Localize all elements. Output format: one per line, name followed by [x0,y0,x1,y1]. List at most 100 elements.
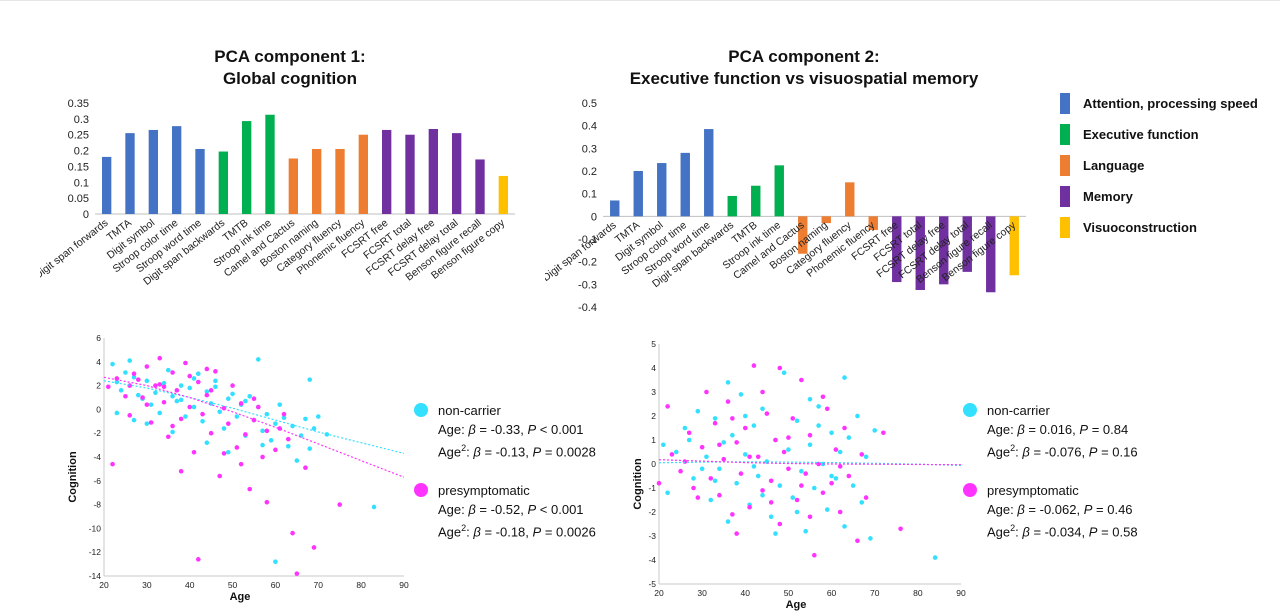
noncarrier-point [303,416,308,422]
presymptomatic-point [898,526,903,532]
y-tick-label: 5 [651,339,656,349]
noncarrier-point [178,383,184,388]
presymptomatic-point [178,416,184,422]
noncarrier-point [114,410,120,416]
stats-pca1-noncarrier-age2: Age2: β = -0.13, P = 0.0028 [438,443,596,460]
presymptomatic-point [208,430,214,436]
presymptomatic-point [243,432,248,437]
pca2-title-line2: Executive function vs visuospatial memor… [629,69,979,88]
presymptomatic-point [829,480,834,486]
y-tick-label: 4 [96,357,101,367]
presymptomatic-point [174,388,180,393]
noncarrier-point [170,394,175,399]
presymptomatic-point [751,363,757,368]
presymptomatic-point [161,384,167,390]
noncarrier-point [837,449,843,455]
presymptomatic-point [221,451,227,456]
noncarrier-point [144,421,150,426]
x-tick-label: 90 [956,588,966,598]
y-tick-label: -0.4 [578,302,597,314]
x-tick-label: 70 [870,588,880,598]
y-tick-label: 0 [591,211,597,223]
presymptomatic-point [234,445,240,450]
presymptomatic-point [225,421,231,426]
noncarrier-point [721,440,727,445]
noncarrier-point [371,504,377,510]
x-axis-label: Age [230,591,251,603]
presymptomatic-point [777,521,783,527]
x-tick-label: 80 [356,580,366,590]
noncarrier-point [850,483,856,488]
noncarrier-point [794,418,800,424]
x-tick-label: 70 [314,580,324,590]
x-tick-label: 60 [827,588,837,598]
presymptomatic-point [217,473,223,479]
noncarrier-point [833,476,839,481]
y-tick-label: 0 [96,404,101,414]
noncarrier-point [730,432,735,438]
presymptomatic-point [695,495,701,500]
stats-pca1-presymptomatic-head: presymptomatic [414,480,658,500]
y-tick-label: 0.4 [582,121,597,133]
y-tick-label: -0.1 [578,234,597,246]
noncarrier-point [824,507,830,512]
noncarrier-point [799,468,804,474]
bar [962,216,972,272]
y-tick-label: -1 [648,483,656,493]
pca1-title: PCA component 1: Global cognition [80,46,500,90]
noncarrier-point [734,480,739,486]
presymptomatic-point [734,440,739,445]
noncarrier-point [712,478,718,484]
noncarrier-point [846,435,852,440]
presymptomatic-point [165,434,171,440]
bar [657,163,667,217]
pca1-bar-chart: 0 0.05 0.1 0.15 0.2 0.25 0.3 0.35 Digit span for… [40,98,515,288]
presymptomatic-point [144,402,150,407]
y-tick-label: 0.3 [74,114,89,126]
noncarrier-dot-icon [414,403,428,417]
noncarrier-point [773,531,778,536]
x-tick-label: 50 [784,588,794,598]
legend-swatch-language [1060,155,1070,176]
y-tick-label: -6 [93,476,101,486]
presymptomatic-point [842,425,847,431]
presymptomatic-point [285,436,291,442]
stats-pca1-noncarrier-age: Age: β = -0.33, P < 0.001 [438,422,584,437]
noncarrier-point [174,398,180,404]
y-tick-label: 0.5 [582,98,597,110]
noncarrier-point [277,402,283,407]
presymptomatic-point [251,396,257,401]
y-tick-label: 0.2 [74,146,89,158]
presymptomatic-point [195,557,201,562]
bar [335,148,345,214]
stats-pca2: non-carrier Age: β = 0.016, P = 0.84 Age… [963,400,1207,539]
x-tick-label: 90 [399,580,409,590]
presymptomatic-point [135,377,141,382]
bar [405,134,415,214]
noncarrier-point [790,495,796,500]
noncarrier-point [118,388,124,393]
bar [939,216,949,285]
noncarrier-point [225,449,231,455]
noncarrier-point [187,385,193,391]
bar [1009,216,1019,276]
presymptomatic-point [153,383,158,388]
noncarrier-point [123,370,128,375]
x-tick-label: 40 [741,588,751,598]
y-tick-label: 0.15 [68,161,89,173]
bar [610,200,620,217]
presymptomatic-point [157,355,163,361]
noncarrier-point [191,404,197,410]
x-tick-label: 30 [697,588,707,598]
noncarrier-point [307,377,313,382]
presymptomatic-point [773,437,778,443]
presymptomatic-point [717,442,722,448]
stats-pca2-noncarrier-head: non-carrier [963,400,1207,420]
presymptomatic-point [807,514,813,520]
y-tick-label: 0 [83,209,89,221]
presymptomatic-point [669,452,675,457]
group-legend: Attention, processing speed Executive fu… [1060,88,1280,243]
category-label: Digit span forwards [545,219,619,284]
y-tick-label: 3 [651,387,656,397]
noncarrier-point [842,524,847,529]
